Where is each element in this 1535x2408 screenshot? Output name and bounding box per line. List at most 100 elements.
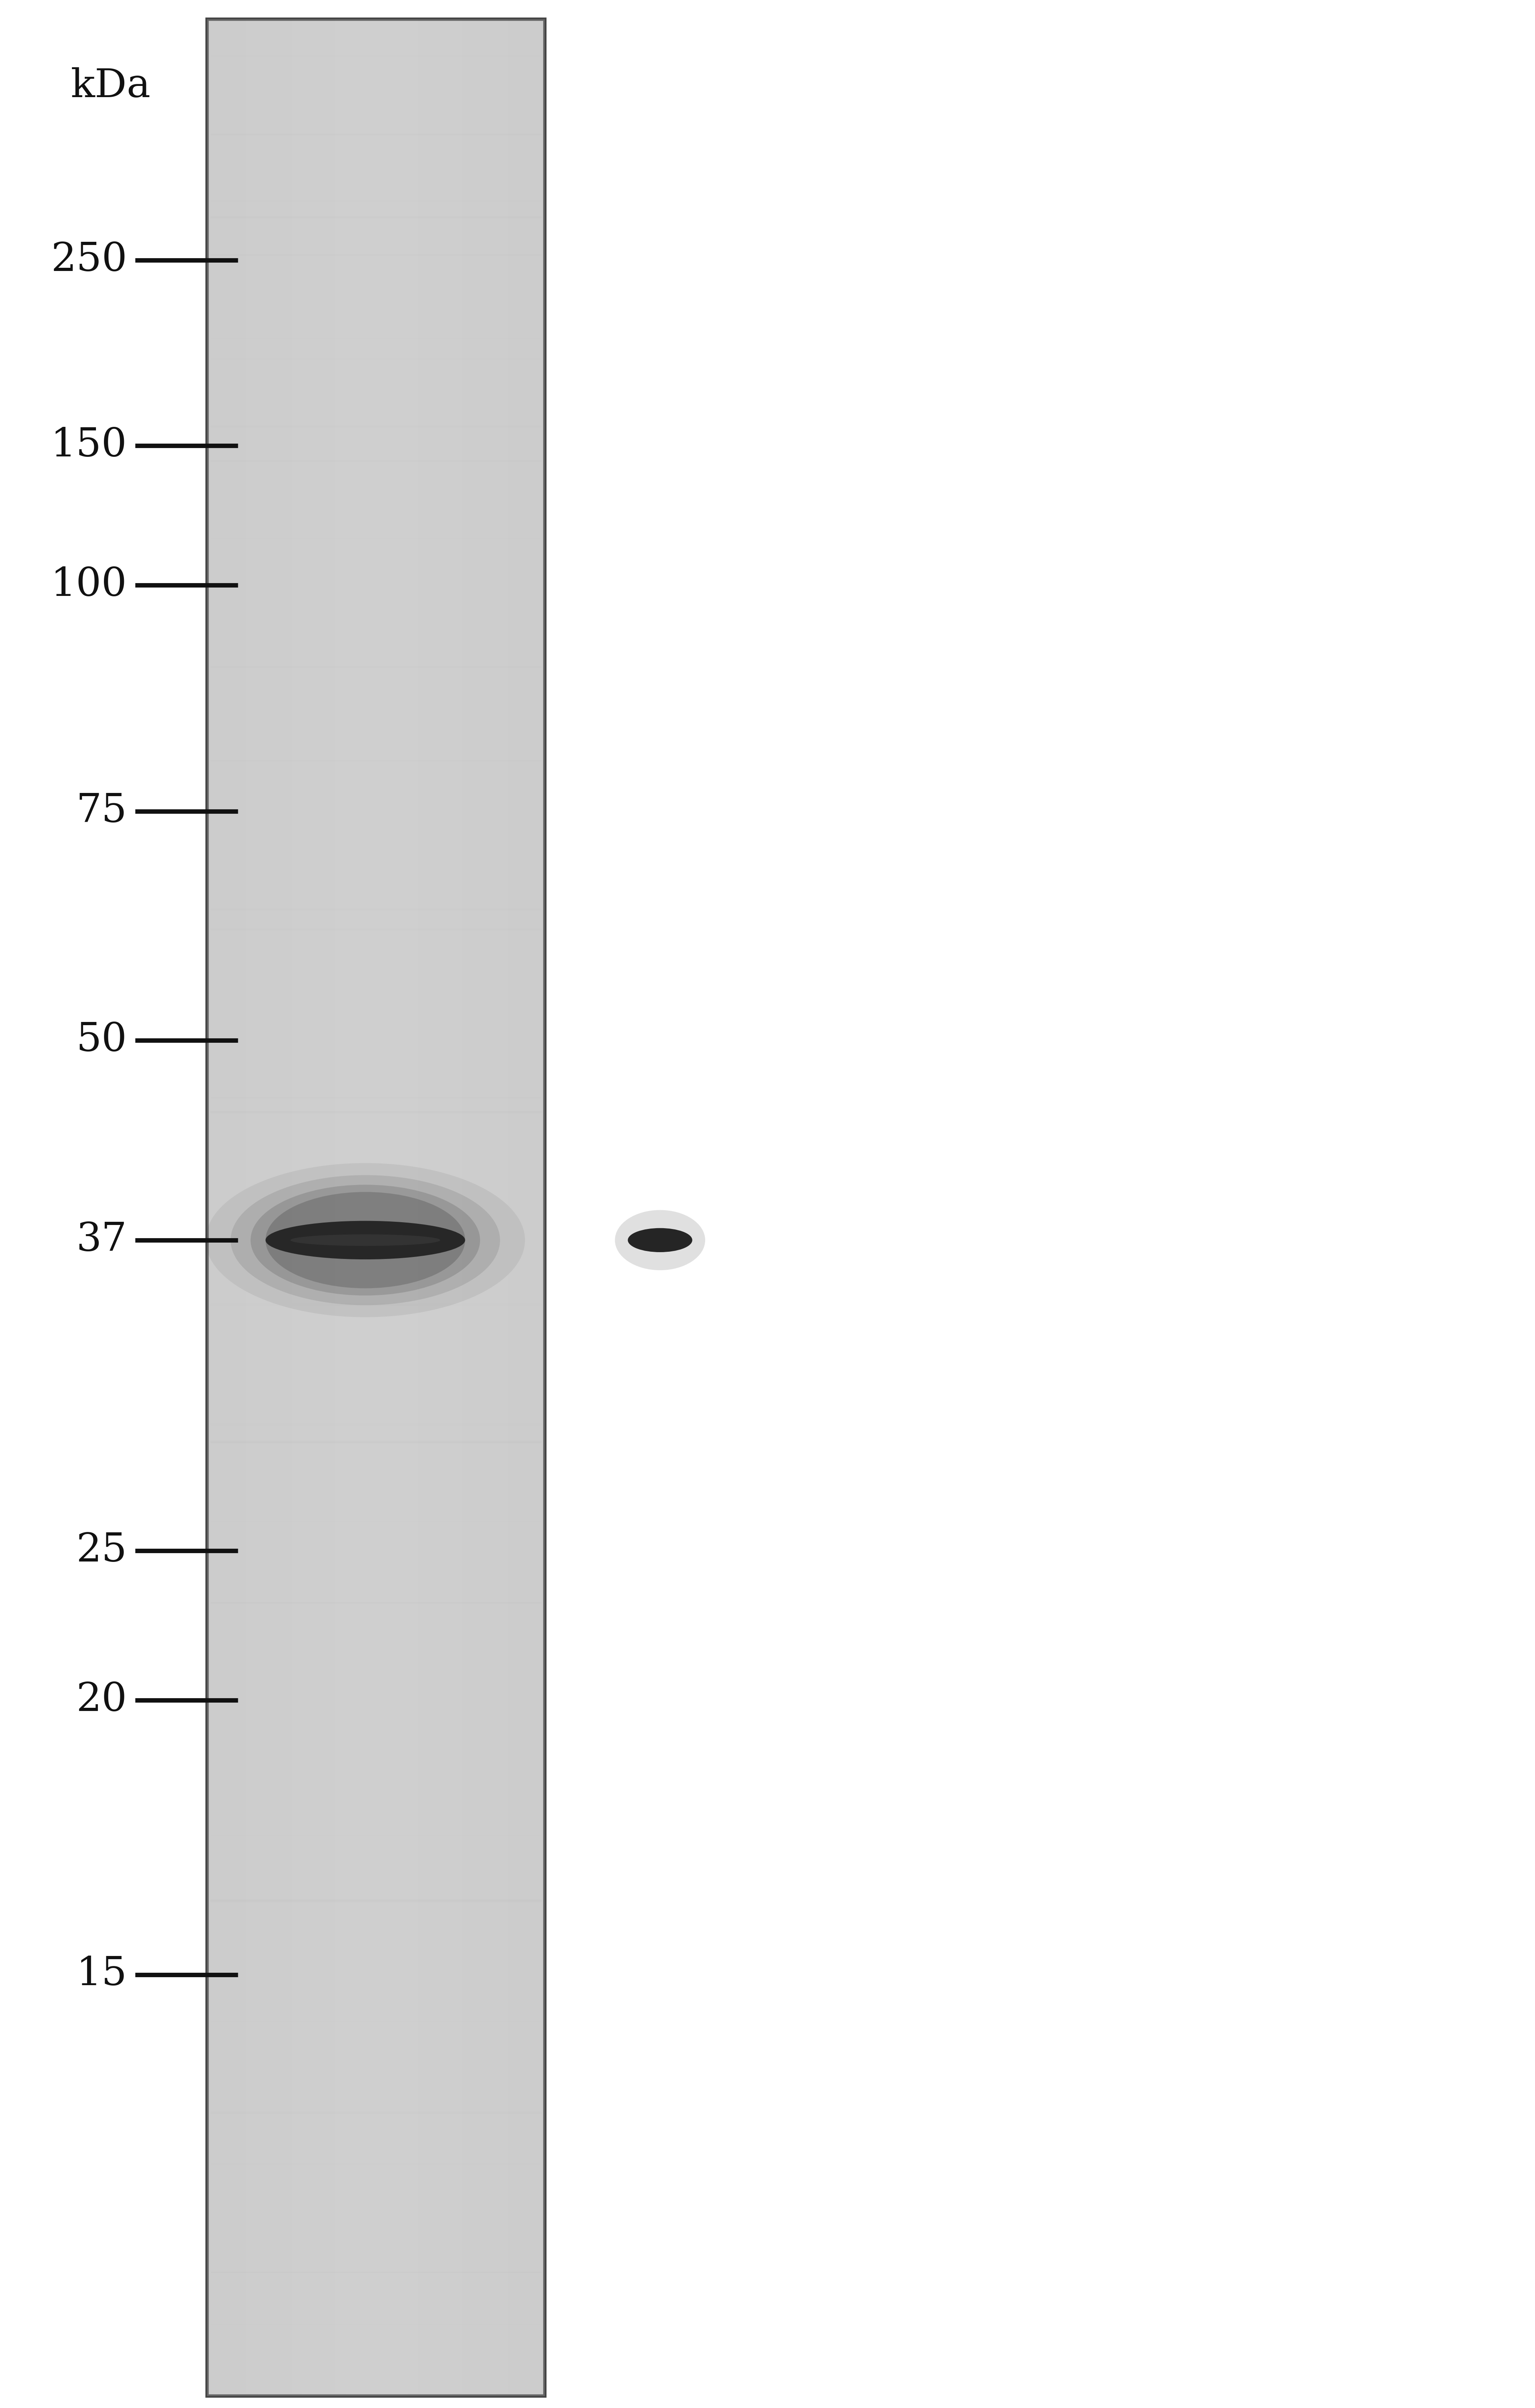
Bar bbox=[321, 19, 322, 2396]
Bar bbox=[450, 19, 451, 2396]
Bar bbox=[324, 19, 325, 2396]
Bar bbox=[224, 19, 226, 2396]
Bar bbox=[210, 19, 212, 2396]
Bar bbox=[267, 19, 269, 2396]
Bar bbox=[379, 19, 381, 2396]
Bar bbox=[359, 19, 361, 2396]
Bar bbox=[465, 19, 467, 2396]
Bar bbox=[462, 19, 464, 2396]
Bar bbox=[327, 19, 328, 2396]
Bar bbox=[534, 19, 536, 2396]
Text: 75: 75 bbox=[77, 792, 127, 831]
Bar bbox=[482, 19, 484, 2396]
Bar bbox=[514, 19, 516, 2396]
Bar bbox=[496, 19, 497, 2396]
Bar bbox=[441, 19, 442, 2396]
Bar bbox=[353, 19, 355, 2396]
Bar bbox=[530, 19, 531, 2396]
Bar bbox=[399, 19, 402, 2396]
Ellipse shape bbox=[628, 1228, 692, 1252]
Bar bbox=[388, 19, 390, 2396]
Bar bbox=[467, 19, 468, 2396]
Bar bbox=[394, 19, 396, 2396]
Bar bbox=[338, 19, 339, 2396]
Bar bbox=[207, 19, 545, 2396]
Text: 50: 50 bbox=[77, 1021, 127, 1060]
Bar bbox=[246, 19, 247, 2396]
Bar bbox=[289, 19, 290, 2396]
Bar bbox=[398, 19, 399, 2396]
Bar bbox=[522, 19, 523, 2396]
Bar bbox=[375, 19, 376, 2396]
Bar bbox=[270, 19, 272, 2396]
Bar bbox=[470, 19, 471, 2396]
Bar bbox=[373, 19, 375, 2396]
Bar bbox=[407, 19, 408, 2396]
Bar bbox=[276, 19, 278, 2396]
Bar bbox=[402, 19, 404, 2396]
Bar bbox=[243, 19, 244, 2396]
Bar bbox=[281, 19, 284, 2396]
Bar bbox=[439, 19, 441, 2396]
Bar bbox=[516, 19, 517, 2396]
Bar bbox=[425, 19, 427, 2396]
Bar bbox=[209, 19, 210, 2396]
Bar bbox=[396, 19, 398, 2396]
Bar bbox=[448, 19, 450, 2396]
Ellipse shape bbox=[266, 1221, 465, 1259]
Bar bbox=[298, 19, 301, 2396]
Bar bbox=[282, 19, 286, 2396]
Bar bbox=[235, 19, 236, 2396]
Bar bbox=[436, 19, 437, 2396]
Bar bbox=[502, 19, 505, 2396]
Bar bbox=[517, 19, 519, 2396]
Bar bbox=[220, 19, 221, 2396]
Bar bbox=[484, 19, 485, 2396]
Bar bbox=[244, 19, 246, 2396]
Bar bbox=[215, 19, 218, 2396]
Bar bbox=[456, 19, 457, 2396]
Bar bbox=[312, 19, 313, 2396]
Bar bbox=[451, 19, 454, 2396]
Bar bbox=[460, 19, 462, 2396]
Bar bbox=[531, 19, 533, 2396]
Bar bbox=[428, 19, 430, 2396]
Bar bbox=[322, 19, 324, 2396]
Text: 250: 250 bbox=[51, 241, 127, 279]
Bar bbox=[473, 19, 474, 2396]
Bar bbox=[508, 19, 510, 2396]
Bar bbox=[542, 19, 543, 2396]
Bar bbox=[410, 19, 411, 2396]
Bar bbox=[528, 19, 530, 2396]
Bar bbox=[479, 19, 480, 2396]
Bar bbox=[269, 19, 270, 2396]
Bar bbox=[507, 19, 508, 2396]
Bar bbox=[513, 19, 514, 2396]
Bar bbox=[218, 19, 220, 2396]
Bar bbox=[370, 19, 371, 2396]
Bar bbox=[365, 19, 368, 2396]
Bar bbox=[275, 19, 276, 2396]
Bar bbox=[256, 19, 258, 2396]
Bar bbox=[445, 19, 447, 2396]
Bar bbox=[447, 19, 448, 2396]
Bar bbox=[533, 19, 534, 2396]
Bar bbox=[364, 19, 365, 2396]
Bar bbox=[416, 19, 418, 2396]
Bar bbox=[511, 19, 513, 2396]
Bar bbox=[422, 19, 424, 2396]
Bar bbox=[378, 19, 379, 2396]
Bar bbox=[464, 19, 465, 2396]
Bar bbox=[476, 19, 477, 2396]
Bar bbox=[325, 19, 327, 2396]
Bar bbox=[223, 19, 224, 2396]
Bar bbox=[347, 19, 348, 2396]
Bar bbox=[318, 19, 319, 2396]
Bar bbox=[356, 19, 358, 2396]
Bar bbox=[480, 19, 482, 2396]
Bar bbox=[313, 19, 315, 2396]
Bar bbox=[262, 19, 264, 2396]
Bar bbox=[226, 19, 227, 2396]
Ellipse shape bbox=[230, 1175, 500, 1305]
Bar bbox=[519, 19, 522, 2396]
